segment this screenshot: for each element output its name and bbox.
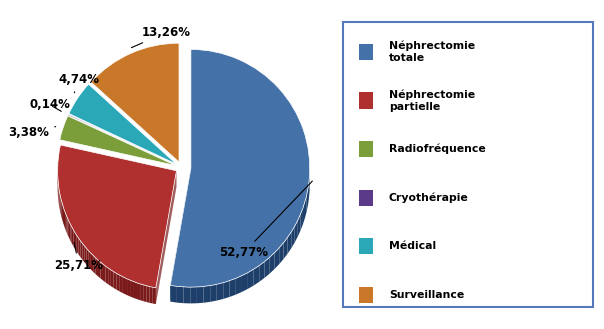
Text: Néphrectomie
partielle: Néphrectomie partielle: [389, 89, 475, 112]
Polygon shape: [68, 218, 69, 238]
Polygon shape: [270, 253, 275, 273]
Polygon shape: [217, 283, 223, 301]
Polygon shape: [298, 214, 301, 237]
Polygon shape: [275, 248, 279, 269]
Polygon shape: [119, 275, 122, 293]
Polygon shape: [108, 268, 111, 286]
Polygon shape: [223, 281, 230, 299]
Polygon shape: [61, 200, 62, 219]
Wedge shape: [68, 114, 176, 165]
Polygon shape: [72, 227, 73, 246]
Polygon shape: [66, 215, 68, 235]
Polygon shape: [86, 248, 89, 267]
Polygon shape: [75, 233, 77, 252]
FancyBboxPatch shape: [359, 44, 373, 60]
Wedge shape: [57, 145, 176, 288]
Polygon shape: [291, 226, 295, 248]
Polygon shape: [103, 264, 106, 282]
Polygon shape: [143, 285, 146, 302]
Polygon shape: [79, 238, 80, 257]
Polygon shape: [190, 287, 197, 303]
Text: 52,77%: 52,77%: [219, 181, 312, 259]
Polygon shape: [197, 287, 204, 303]
Polygon shape: [170, 168, 191, 302]
Polygon shape: [122, 276, 125, 294]
FancyBboxPatch shape: [344, 22, 593, 307]
Polygon shape: [117, 273, 119, 291]
Polygon shape: [114, 272, 117, 290]
Polygon shape: [295, 220, 298, 242]
Polygon shape: [93, 256, 95, 274]
Polygon shape: [111, 270, 114, 288]
Polygon shape: [60, 197, 61, 216]
Polygon shape: [184, 287, 190, 303]
Polygon shape: [137, 283, 140, 300]
Polygon shape: [95, 258, 98, 276]
Wedge shape: [91, 43, 179, 162]
Polygon shape: [70, 224, 72, 243]
Polygon shape: [98, 260, 100, 278]
Polygon shape: [82, 243, 85, 262]
Polygon shape: [156, 171, 176, 304]
Polygon shape: [73, 230, 75, 249]
Text: Cryothérapie: Cryothérapie: [389, 192, 469, 203]
Polygon shape: [305, 195, 307, 218]
FancyBboxPatch shape: [359, 92, 373, 109]
Wedge shape: [170, 49, 310, 287]
Polygon shape: [303, 202, 305, 224]
Polygon shape: [80, 241, 82, 260]
Polygon shape: [85, 246, 86, 265]
Polygon shape: [283, 238, 288, 259]
Polygon shape: [204, 286, 210, 303]
Polygon shape: [248, 269, 254, 289]
Polygon shape: [307, 189, 308, 211]
Polygon shape: [131, 281, 134, 298]
Polygon shape: [69, 221, 70, 240]
Polygon shape: [91, 253, 93, 272]
Text: Médical: Médical: [389, 241, 436, 251]
Polygon shape: [65, 212, 66, 232]
Text: Néphrectomie
totale: Néphrectomie totale: [389, 41, 475, 63]
Polygon shape: [242, 273, 248, 292]
Text: 25,71%: 25,71%: [54, 242, 103, 271]
Text: Radiofréquence: Radiofréquence: [389, 144, 486, 154]
Polygon shape: [125, 278, 128, 295]
Polygon shape: [170, 285, 177, 303]
Polygon shape: [259, 262, 265, 282]
FancyBboxPatch shape: [359, 287, 373, 303]
Wedge shape: [60, 116, 176, 165]
Polygon shape: [106, 266, 108, 284]
Polygon shape: [288, 232, 291, 254]
Polygon shape: [236, 276, 242, 294]
Polygon shape: [140, 284, 143, 301]
Polygon shape: [100, 262, 103, 280]
FancyBboxPatch shape: [359, 238, 373, 254]
Text: 3,38%: 3,38%: [8, 126, 56, 139]
Polygon shape: [62, 203, 63, 222]
Polygon shape: [134, 282, 137, 299]
Polygon shape: [301, 208, 303, 230]
Text: 13,26%: 13,26%: [132, 26, 191, 48]
Polygon shape: [77, 236, 79, 254]
Wedge shape: [69, 84, 176, 164]
Polygon shape: [210, 284, 217, 302]
Polygon shape: [230, 278, 236, 297]
Polygon shape: [63, 206, 64, 225]
Polygon shape: [254, 266, 259, 286]
Text: 4,74%: 4,74%: [59, 73, 99, 93]
FancyBboxPatch shape: [359, 190, 373, 206]
Polygon shape: [308, 182, 309, 205]
Polygon shape: [279, 243, 283, 264]
Polygon shape: [177, 286, 184, 303]
Polygon shape: [89, 251, 91, 269]
Polygon shape: [150, 287, 153, 303]
Text: 0,14%: 0,14%: [30, 98, 71, 112]
Polygon shape: [153, 287, 156, 304]
Polygon shape: [64, 209, 65, 229]
Polygon shape: [265, 257, 270, 278]
Text: Surveillance: Surveillance: [389, 290, 464, 300]
Polygon shape: [146, 286, 150, 303]
Polygon shape: [128, 279, 131, 297]
FancyBboxPatch shape: [359, 141, 373, 157]
